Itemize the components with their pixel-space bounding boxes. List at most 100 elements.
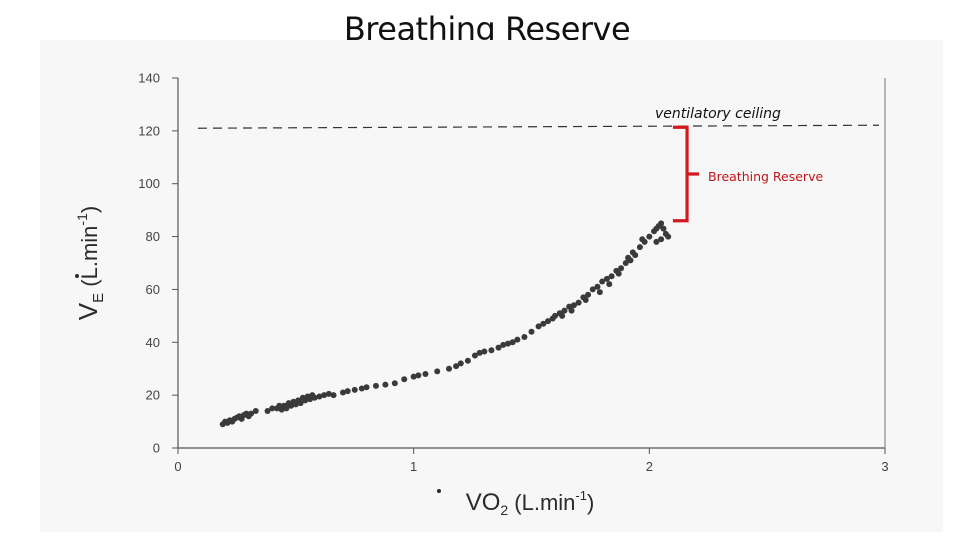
data-point bbox=[297, 400, 304, 407]
data-point bbox=[504, 340, 511, 347]
data-point bbox=[636, 244, 643, 251]
data-point bbox=[594, 283, 601, 290]
data-point bbox=[568, 307, 575, 314]
y-tick-label: 80 bbox=[146, 229, 160, 244]
x-label-unit-close: ) bbox=[587, 490, 594, 515]
data-point bbox=[382, 381, 389, 388]
y-tick-label: 20 bbox=[146, 388, 160, 403]
data-point bbox=[665, 233, 672, 240]
data-point bbox=[344, 388, 351, 395]
data-point bbox=[330, 392, 337, 399]
data-point bbox=[639, 236, 646, 243]
data-point bbox=[646, 233, 653, 240]
y-tick-label: 0 bbox=[153, 441, 160, 456]
data-point bbox=[415, 372, 422, 379]
y-tick-label: 60 bbox=[146, 282, 160, 297]
data-point bbox=[615, 270, 622, 277]
data-points bbox=[219, 220, 672, 428]
breathing-reserve-label: Breathing Reserve bbox=[708, 169, 823, 184]
data-point bbox=[363, 384, 370, 391]
data-point bbox=[603, 275, 610, 282]
x-tick-label: 2 bbox=[646, 459, 653, 474]
data-point bbox=[264, 408, 271, 414]
x-tick-label: 0 bbox=[174, 459, 181, 474]
data-point bbox=[422, 371, 429, 377]
y-label-sub: E bbox=[90, 293, 107, 303]
x-label-prefix: V bbox=[466, 489, 482, 516]
data-point bbox=[391, 380, 398, 387]
y-tick-label: 140 bbox=[138, 71, 160, 86]
data-point bbox=[608, 273, 615, 280]
data-point bbox=[582, 297, 589, 303]
y-tick-label: 40 bbox=[146, 335, 160, 350]
x-label-main: O bbox=[482, 489, 501, 516]
data-point bbox=[410, 373, 417, 380]
data-point bbox=[625, 254, 632, 261]
data-point bbox=[599, 278, 606, 285]
data-point bbox=[622, 260, 629, 266]
data-point bbox=[658, 236, 665, 243]
x-label-sub: 2 bbox=[500, 502, 508, 518]
data-point bbox=[521, 334, 528, 340]
data-point bbox=[471, 352, 478, 359]
data-point bbox=[339, 389, 346, 396]
data-point bbox=[514, 336, 521, 343]
ventilatory-ceiling-label: ventilatory ceiling bbox=[655, 106, 781, 122]
data-point bbox=[252, 408, 259, 414]
data-point bbox=[653, 238, 660, 245]
y-label-unit-close: ) bbox=[77, 206, 102, 213]
breathing-reserve-bracket bbox=[672, 125, 700, 223]
data-point bbox=[658, 220, 665, 227]
data-point bbox=[488, 347, 495, 354]
data-point bbox=[544, 318, 551, 325]
x-tick-label: 1 bbox=[410, 459, 417, 474]
data-point bbox=[464, 357, 471, 364]
y-axis-label: VE (L.min-1) bbox=[73, 206, 107, 320]
data-point bbox=[311, 394, 318, 401]
data-point bbox=[528, 328, 535, 335]
data-point bbox=[321, 392, 328, 399]
data-point bbox=[552, 312, 559, 319]
data-point bbox=[351, 386, 358, 393]
data-point bbox=[535, 323, 542, 330]
data-point bbox=[509, 339, 516, 346]
data-point bbox=[606, 281, 613, 288]
data-point bbox=[575, 299, 582, 306]
y-ticks: 0 20 40 60 80 100 120 140 bbox=[138, 71, 178, 456]
y-label-main: V bbox=[73, 302, 103, 320]
data-point bbox=[540, 320, 547, 327]
data-point bbox=[316, 393, 323, 400]
data-point bbox=[434, 368, 441, 375]
data-point bbox=[401, 376, 408, 383]
ventilatory-ceiling-line bbox=[197, 124, 880, 129]
data-point bbox=[660, 225, 667, 232]
data-point bbox=[495, 344, 502, 351]
x-tick-label: 3 bbox=[881, 459, 888, 474]
data-point bbox=[596, 289, 603, 296]
data-point bbox=[585, 291, 592, 298]
chart-scan-background: 0 20 40 60 80 100 120 140 0 1 2 3 ventilatory ceil… bbox=[40, 40, 943, 532]
x-label-unit-exp: -1 bbox=[575, 488, 587, 503]
x-label-unit-open: (L.min bbox=[508, 490, 575, 515]
data-point bbox=[589, 286, 596, 293]
data-point bbox=[453, 363, 460, 370]
data-point bbox=[500, 341, 507, 348]
y-label-unit-exp: -1 bbox=[74, 213, 90, 226]
scatter-chart: 0 20 40 60 80 100 120 140 0 1 2 3 ventilatory ceil… bbox=[73, 71, 889, 519]
data-point bbox=[269, 405, 276, 412]
x-ticks: 0 1 2 3 bbox=[174, 448, 889, 474]
data-point bbox=[561, 307, 568, 314]
data-point bbox=[248, 410, 255, 417]
data-point bbox=[476, 349, 483, 356]
data-point bbox=[570, 302, 577, 309]
y-label-unit-open: (L.min bbox=[77, 226, 102, 293]
data-point bbox=[446, 365, 453, 372]
y-tick-label: 100 bbox=[138, 176, 160, 191]
x-label-dot bbox=[437, 489, 441, 493]
data-point bbox=[618, 265, 625, 272]
data-point bbox=[358, 385, 365, 392]
y-tick-label: 120 bbox=[138, 123, 160, 138]
data-point bbox=[325, 390, 332, 397]
data-point bbox=[559, 312, 566, 319]
y-label-dot bbox=[75, 274, 79, 278]
